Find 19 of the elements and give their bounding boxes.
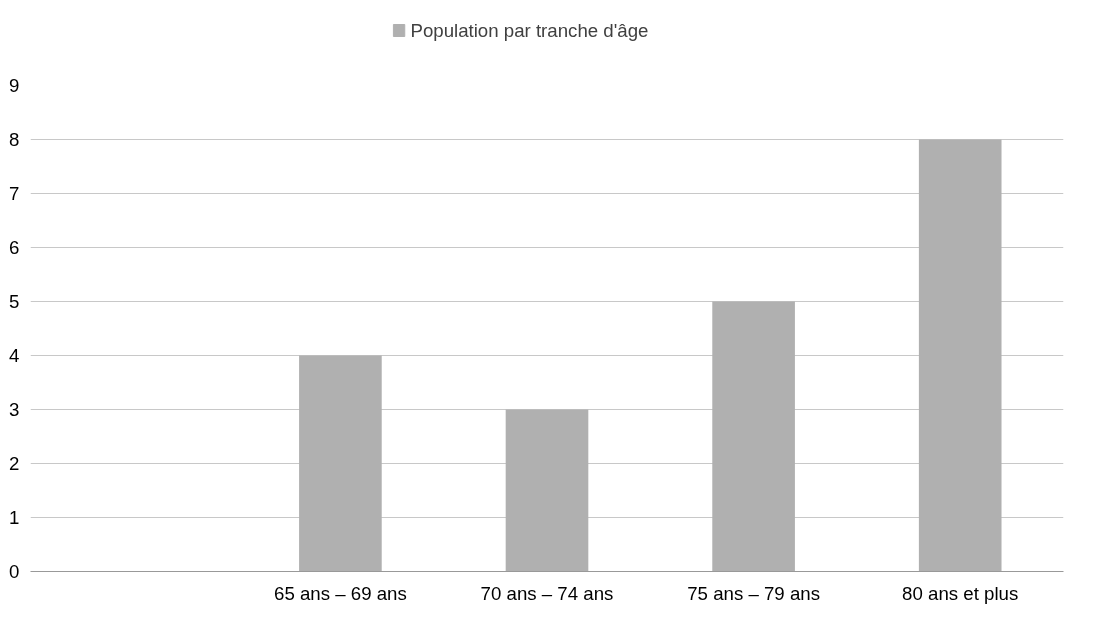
x-tick-label: 80 ans et plus bbox=[902, 582, 1019, 604]
y-tick-label: 9 bbox=[9, 75, 20, 96]
legend-label: Population par tranche d'âge bbox=[410, 20, 649, 41]
y-tick-label: 6 bbox=[9, 237, 20, 258]
y-tick-label: 0 bbox=[9, 561, 20, 582]
y-tick-label: 2 bbox=[9, 453, 20, 474]
bar bbox=[712, 301, 795, 572]
bar bbox=[918, 139, 1002, 572]
y-tick-label: 3 bbox=[9, 399, 20, 420]
y-tick-label: 5 bbox=[9, 291, 20, 312]
y-tick-label: 4 bbox=[9, 345, 20, 366]
x-tick-label: 70 ans – 74 ans bbox=[480, 582, 614, 604]
bar bbox=[505, 409, 589, 572]
y-tick-label: 7 bbox=[9, 183, 20, 204]
x-tick-label: 75 ans – 79 ans bbox=[687, 582, 820, 604]
y-tick-label: 1 bbox=[9, 507, 20, 528]
bar bbox=[299, 355, 382, 572]
x-tick-label: 65 ans – 69 ans bbox=[274, 582, 407, 604]
y-tick-label: 8 bbox=[9, 129, 20, 150]
